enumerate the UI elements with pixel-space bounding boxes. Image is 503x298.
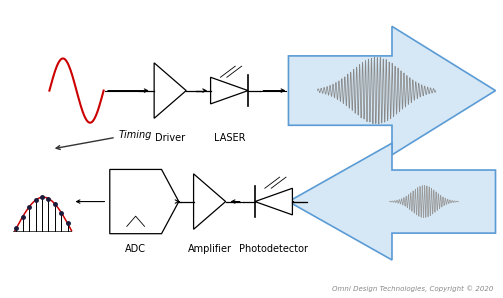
Polygon shape [288,26,495,155]
Polygon shape [110,170,179,234]
Text: Omni Design Technologies, Copyright © 2020: Omni Design Technologies, Copyright © 20… [331,285,493,292]
Polygon shape [288,143,495,260]
Polygon shape [255,188,292,215]
Text: LASER: LASER [214,133,245,143]
Text: Driver: Driver [155,133,185,143]
Polygon shape [194,174,226,229]
Text: Timing: Timing [118,130,152,140]
Text: Photodetector: Photodetector [239,244,308,254]
Polygon shape [154,63,186,118]
Text: ADC: ADC [125,244,146,254]
Polygon shape [211,77,248,104]
Text: Amplifier: Amplifier [188,244,231,254]
